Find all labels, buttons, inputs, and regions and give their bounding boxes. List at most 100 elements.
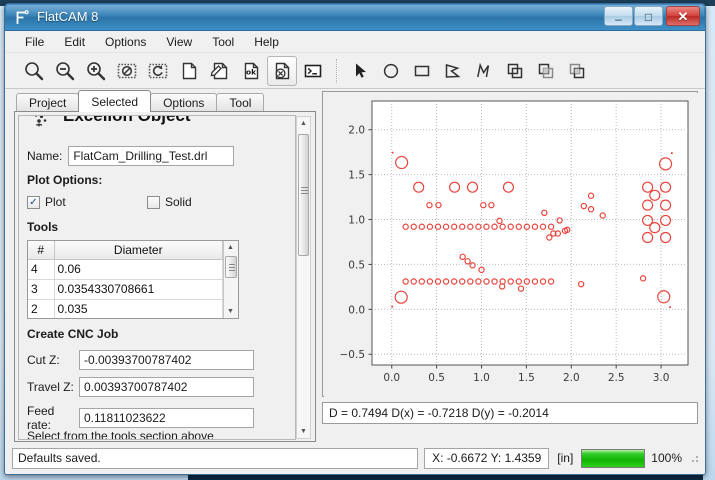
plot-point xyxy=(459,253,466,260)
tab-options[interactable]: Options xyxy=(150,93,218,112)
select-cursor-icon[interactable] xyxy=(345,56,375,86)
resize-grip[interactable] xyxy=(688,452,700,464)
tab-tool[interactable]: Tool xyxy=(216,93,265,112)
plot-checkbox-row[interactable]: ✓ Plot xyxy=(27,195,66,209)
new-file-icon[interactable] xyxy=(174,56,204,86)
draw-polygon-icon[interactable] xyxy=(438,56,468,86)
plot-point xyxy=(402,278,409,285)
plot-point xyxy=(649,189,661,201)
main-body: Project Selected Options Tool xyxy=(6,90,705,474)
tools-label: Tools xyxy=(27,220,59,234)
table-row[interactable]: 2 0.035 xyxy=(28,299,223,318)
plot-point xyxy=(659,199,672,211)
menu-tool[interactable]: Tool xyxy=(212,34,235,49)
solid-checkbox[interactable] xyxy=(147,195,160,209)
selected-tab-panel: Excellon Object Name: FlatCam_Drilling_T… xyxy=(14,111,316,442)
plot-point xyxy=(659,231,672,244)
tool-diameter: 0.0354330708661 xyxy=(54,279,223,300)
ok-save-icon[interactable]: ok xyxy=(236,56,266,86)
menu-options[interactable]: Options xyxy=(105,34,147,49)
menu-edit[interactable]: Edit xyxy=(64,34,86,49)
plot-container[interactable]: 0.0 0.5 1.0 1.5 2.0 2.5 3.0 −0.5 0.0 0.5 1.0 1.5 2.0 xyxy=(322,91,698,397)
panel-scroll-up-icon[interactable]: ▲ xyxy=(300,120,307,127)
minimize-button[interactable]: – xyxy=(604,6,633,26)
plot-point xyxy=(517,285,525,292)
panel-scrollbar-thumb[interactable] xyxy=(298,134,309,256)
close-button[interactable]: ✕ xyxy=(666,6,700,26)
status-message: Defaults saved. xyxy=(12,447,419,469)
solid-checkbox-row[interactable]: Solid xyxy=(147,195,192,209)
plot-options-label: Plot Options: xyxy=(27,173,103,187)
edit-geometry-icon[interactable] xyxy=(205,56,235,86)
panel-scroll-down-icon[interactable]: ▼ xyxy=(300,428,307,435)
plot-point xyxy=(418,278,426,285)
zoom-out-icon[interactable] xyxy=(50,56,80,86)
tools-table-scrollbar[interactable]: ▲ ▼ xyxy=(223,241,238,318)
menu-view[interactable]: View xyxy=(166,34,193,49)
plot-point xyxy=(426,223,434,230)
panel-tabstrip: Project Selected Options Tool xyxy=(14,90,316,112)
plot-point xyxy=(541,209,548,217)
zoom-in-icon[interactable] xyxy=(81,56,111,86)
tools-table[interactable]: # Diameter 4 0.06 xyxy=(27,240,239,319)
draw-rectangle-icon[interactable] xyxy=(407,56,437,86)
delete-object-icon[interactable] xyxy=(267,55,297,86)
tools-scrollbar-thumb[interactable] xyxy=(225,256,237,278)
tab-project[interactable]: Project xyxy=(16,93,80,112)
tools-scroll-down-icon[interactable]: ▼ xyxy=(227,308,234,315)
window-titlebar[interactable]: FlatCAM 8 – □ ✕ xyxy=(5,4,705,31)
plot-point xyxy=(587,205,595,213)
plot-point xyxy=(523,278,531,285)
plot-point xyxy=(459,223,466,230)
union-icon[interactable] xyxy=(500,56,530,86)
panel-scroll-viewport: Excellon Object Name: FlatCam_Drilling_T… xyxy=(18,115,296,440)
plot-point xyxy=(531,223,539,230)
intersection-icon[interactable] xyxy=(531,56,561,86)
flatcam-window: FlatCAM 8 – □ ✕ File Edit Options View T… xyxy=(4,3,706,475)
zoom-fit-icon[interactable] xyxy=(19,56,49,86)
travel-z-row: Travel Z: 0.00393700787402 xyxy=(27,377,254,397)
plot-point xyxy=(539,223,547,230)
travel-z-input[interactable]: 0.00393700787402 xyxy=(79,377,254,397)
plot-point xyxy=(599,212,606,219)
draw-path-icon[interactable] xyxy=(469,56,499,86)
table-row[interactable]: 4 0.06 xyxy=(28,259,223,280)
plot-point xyxy=(467,278,474,285)
plot-point xyxy=(459,278,466,285)
tools-scroll-up-icon[interactable]: ▲ xyxy=(227,244,234,251)
progress-bar xyxy=(581,448,646,468)
panel-scrollbar[interactable]: ▲ ▼ xyxy=(296,116,311,439)
cut-z-input[interactable]: -0.00393700787402 xyxy=(79,350,254,370)
draw-circle-icon[interactable] xyxy=(376,56,406,86)
plot-point xyxy=(546,234,553,241)
svg-text:2.0: 2.0 xyxy=(348,125,365,137)
feed-rate-row: Feed rate: 0.11811023622 xyxy=(27,404,254,432)
subtraction-icon[interactable] xyxy=(562,56,592,86)
menu-help[interactable]: Help xyxy=(254,34,279,49)
cursor-coordinates: X: -0.6672 Y: 1.4359 xyxy=(424,447,550,469)
tool-number: 3 xyxy=(28,279,55,300)
replot-icon[interactable] xyxy=(143,56,173,86)
plot-point xyxy=(642,199,654,211)
drill-plot[interactable]: 0.0 0.5 1.0 1.5 2.0 2.5 3.0 −0.5 0.0 0.5 1.0 1.5 2.0 xyxy=(324,93,698,397)
plot-point xyxy=(642,181,654,193)
tab-selected[interactable]: Selected xyxy=(78,90,152,112)
table-row[interactable]: 3 0.0354330708661 xyxy=(28,279,223,300)
plot-point xyxy=(467,223,474,230)
maximize-button[interactable]: □ xyxy=(634,6,663,26)
measurement-text: D = 0.7494 D(x) = -0.7218 D(y) = -0.2014 xyxy=(329,406,549,420)
menu-file[interactable]: File xyxy=(25,34,45,49)
plot-point xyxy=(410,223,417,230)
plot-point xyxy=(547,223,555,230)
name-row: Name: FlatCam_Drilling_Test.drl xyxy=(27,146,235,166)
clear-plot-icon[interactable] xyxy=(112,56,142,86)
plot-point xyxy=(475,223,482,230)
plot-point xyxy=(659,181,672,193)
plot-checkbox[interactable]: ✓ xyxy=(27,195,40,209)
feed-rate-input[interactable]: 0.11811023622 xyxy=(79,408,254,428)
name-input[interactable]: FlatCam_Drilling_Test.drl xyxy=(68,146,235,166)
shell-console-icon[interactable] xyxy=(298,56,328,86)
tool-diameter: 0.06 xyxy=(54,259,223,280)
feed-rate-label: Feed rate: xyxy=(27,404,55,432)
plot-point xyxy=(639,275,647,282)
